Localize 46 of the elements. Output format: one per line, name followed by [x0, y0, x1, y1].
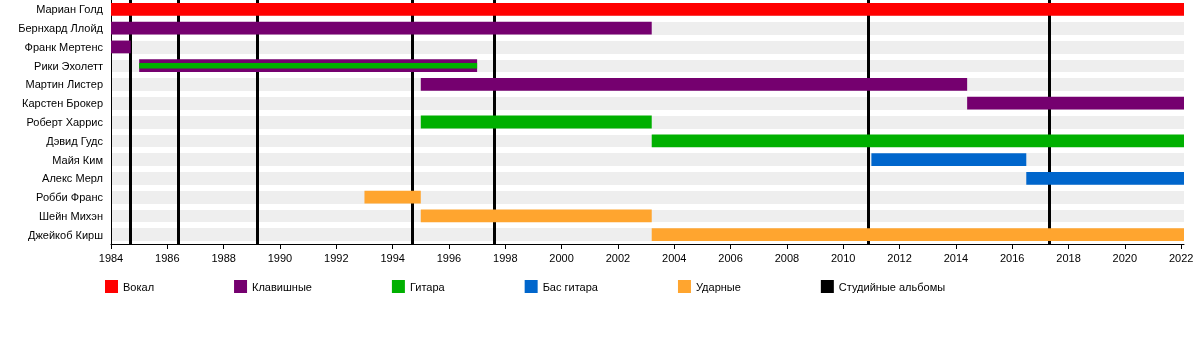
y-tick-label: Мартин Листер [25, 78, 103, 91]
y-tick-label: Джейкоб Кирш [28, 228, 104, 241]
x-tick-label: 1988 [211, 251, 236, 264]
bar [420, 209, 652, 223]
x-tick-label: 1990 [267, 251, 293, 264]
bar [1026, 171, 1184, 185]
legend-label: Клавишные [252, 280, 312, 293]
y-tick-label: Шейн Михэн [39, 209, 103, 222]
legend-label: Студийные альбомы [838, 280, 946, 293]
y-tick-label: Дэвид Гудс [46, 134, 104, 147]
x-tick-label: 1998 [493, 251, 518, 264]
legend-label: Гитара [409, 280, 446, 293]
y-tick-label: Бернхард Ллойд [18, 22, 104, 35]
bar [967, 96, 1184, 110]
y-tick-label: Франк Мертенс [24, 40, 104, 53]
legend-label: Бас гитара [542, 280, 599, 293]
bar [364, 190, 421, 204]
y-tick-label: Алекс Мерл [42, 172, 103, 185]
x-tick-label: 2004 [662, 251, 687, 264]
x-tick-label: 2000 [549, 251, 574, 264]
x-tick-label: 2002 [605, 251, 631, 264]
x-tick-label: 2016 [999, 251, 1025, 264]
bar [111, 40, 131, 54]
x-tick-label: 2014 [943, 251, 969, 264]
bar [420, 115, 652, 129]
bar [871, 153, 1027, 166]
x-tick-label: 1992 [324, 251, 349, 264]
x-tick-label: 2020 [1112, 251, 1138, 264]
y-tick-label: Робби Франс [36, 191, 104, 204]
y-tick-label: Майя Ким [52, 153, 103, 166]
x-tick-label: 1986 [155, 251, 180, 264]
x-tick-label: 1984 [98, 251, 124, 264]
x-tick-label: 1996 [436, 251, 462, 264]
x-tick-label: 1994 [380, 251, 405, 264]
legend-label: Ударные [695, 280, 741, 293]
x-tick-label: 2006 [718, 251, 743, 264]
y-tick-label: Мариан Голд [36, 3, 104, 16]
y-tick-label: Рики Эхолетт [34, 59, 103, 72]
x-tick-label: 2010 [830, 251, 856, 264]
x-tick-label: 2018 [1056, 251, 1081, 264]
x-tick-label: 2022 [1168, 251, 1194, 264]
x-tick-label: 2012 [887, 251, 912, 264]
y-tick-label: Карстен Брокер [22, 97, 103, 110]
legend-label: Вокал [123, 280, 155, 293]
y-tick-label: Роберт Харрис [26, 116, 104, 128]
x-tick-label: 2008 [774, 251, 800, 264]
